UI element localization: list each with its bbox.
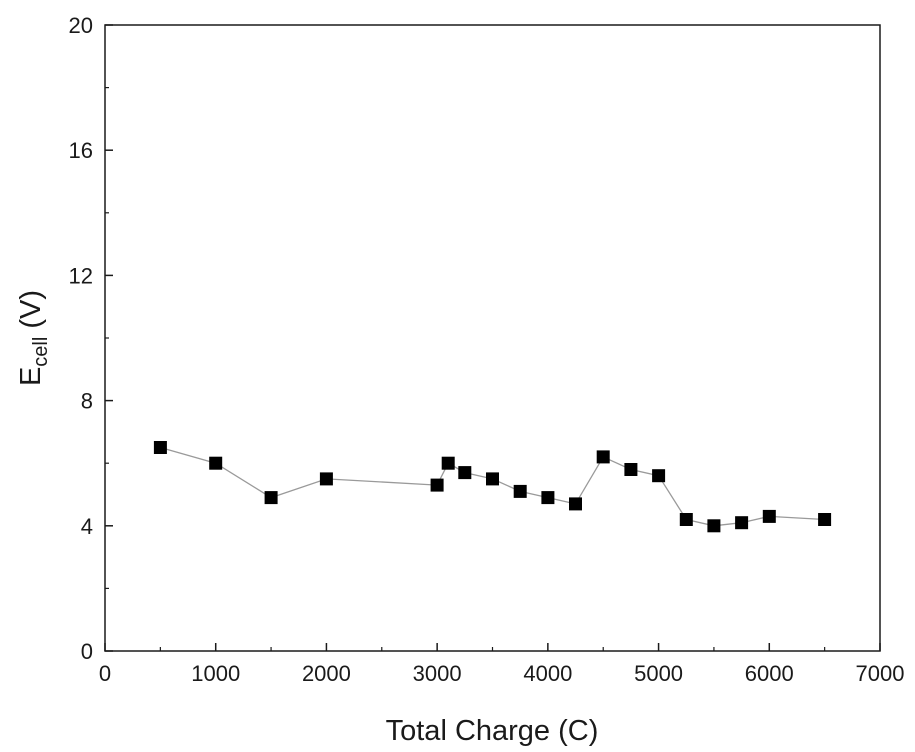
x-tick-label: 4000 [523, 661, 572, 686]
data-point [513, 484, 527, 498]
y-tick-label: 16 [69, 138, 93, 163]
data-point [735, 516, 749, 530]
y-tick-label: 12 [69, 263, 93, 288]
y-axis-label: Ecell (V) [15, 290, 52, 386]
x-tick-label: 1000 [191, 661, 240, 686]
data-point [679, 513, 693, 526]
y-axis-label-unit: (V) [15, 290, 47, 337]
plot-area [104, 24, 881, 652]
data-point [569, 497, 582, 511]
data-point [441, 456, 455, 470]
x-tick-label: 6000 [745, 661, 794, 686]
y-axis-label-subscript: cell [30, 337, 52, 367]
x-tick-label: 5000 [634, 661, 683, 686]
y-tick-label: 20 [69, 13, 93, 38]
data-point [430, 478, 444, 492]
data-point [762, 509, 776, 523]
y-axis-label-main: E [15, 367, 47, 386]
data-point [818, 513, 832, 526]
data-point [624, 463, 638, 476]
x-tick-label: 7000 [856, 661, 905, 686]
data-point [596, 450, 610, 464]
data-point [486, 472, 499, 486]
x-axis-label: Total Charge (C) [386, 715, 599, 747]
data-point [209, 456, 223, 470]
x-tick-label: 2000 [302, 661, 351, 686]
data-point [458, 466, 472, 480]
data-point [707, 519, 721, 533]
axis-ticks: 0 1000 2000 3000 4000 5000 6000 7000 0 4 8 12 16 20 [69, 13, 905, 686]
series-line [160, 446, 825, 527]
data-series [153, 441, 832, 533]
y-tick-label: 0 [81, 639, 93, 664]
x-tick-label: 3000 [413, 661, 462, 686]
data-point [541, 491, 555, 505]
y-tick-label: 8 [81, 389, 93, 414]
y-tick-label: 4 [81, 514, 93, 539]
x-tick-label: 0 [99, 661, 111, 686]
data-point [153, 441, 167, 454]
data-point [652, 469, 666, 483]
data-point [319, 472, 333, 486]
data-point [264, 491, 278, 505]
plot-frame [104, 24, 881, 652]
